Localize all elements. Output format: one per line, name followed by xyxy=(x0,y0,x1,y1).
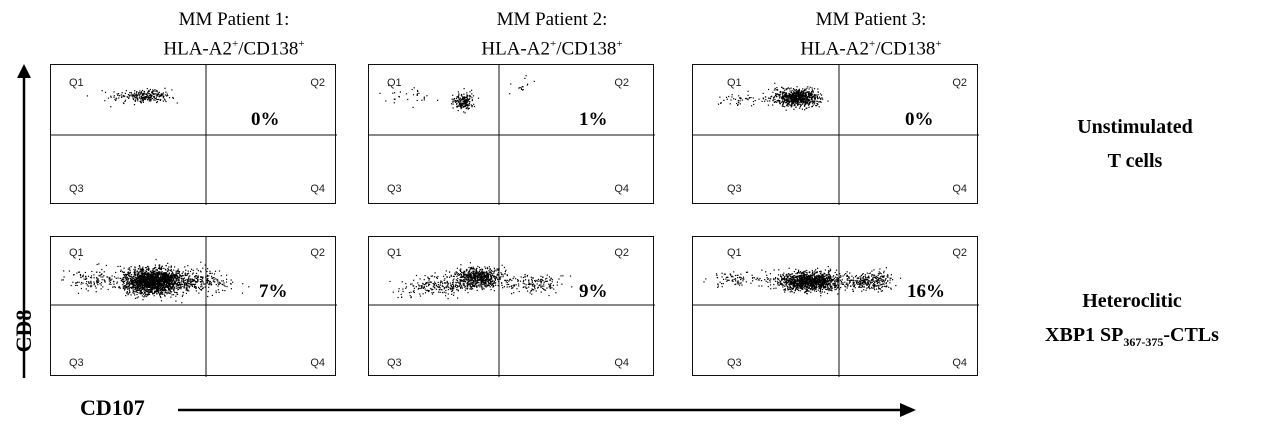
flow-plot-patient1-heteroclitic: Q1 Q2 Q3 Q4 7% xyxy=(50,236,337,377)
row-label-heteroclitic-line1: Heteroclitic xyxy=(1082,290,1182,312)
flow-plot-patient2-unstimulated: Q1 Q2 Q3 Q4 1% xyxy=(368,64,655,205)
quadrant-label-q4: Q4 xyxy=(310,183,325,195)
column-title-3-subtitle: HLA-A2+/CD138+ xyxy=(800,38,942,60)
quadrant-label-q2: Q2 xyxy=(952,247,967,259)
column-title-1-name: MM Patient 1: xyxy=(178,9,290,30)
q2-percentage: 7% xyxy=(259,281,288,302)
x-axis-arrow xyxy=(178,403,916,417)
quadrant-label-q2: Q2 xyxy=(952,77,967,89)
q2-percentage: 9% xyxy=(579,281,608,302)
quadrant-label-q3: Q3 xyxy=(727,183,742,195)
flow-plot-patient2-heteroclitic: Q1 Q2 Q3 Q4 9% xyxy=(368,236,655,377)
column-title-3-name: MM Patient 3: xyxy=(815,9,927,30)
quadrant-label-q1: Q1 xyxy=(727,247,742,259)
scatter-dots xyxy=(51,65,337,205)
column-title-2-subtitle: HLA-A2+/CD138+ xyxy=(481,38,623,60)
column-title-3: MM Patient 3: HLA-A2+/CD138+ xyxy=(751,8,991,61)
quadrant-label-q3: Q3 xyxy=(69,183,84,195)
quadrant-label-q1: Q1 xyxy=(69,77,84,89)
dot-cloud xyxy=(379,75,535,114)
quadrant-label-q3: Q3 xyxy=(727,357,742,369)
quadrant-label-q1: Q1 xyxy=(387,247,402,259)
dot-cloud xyxy=(61,258,250,304)
quadrant-label-q3: Q3 xyxy=(387,357,402,369)
quadrant-label-q1: Q1 xyxy=(727,77,742,89)
dot-cloud xyxy=(389,262,573,300)
y-axis-arrow xyxy=(17,64,31,378)
quadrant-label-q2: Q2 xyxy=(614,247,629,259)
q2-percentage: 0% xyxy=(251,109,280,130)
dot-cloud xyxy=(86,87,178,108)
row-label-heteroclitic: Heteroclitic XBP1 SP367-375-CTLs xyxy=(1000,284,1264,359)
row-label-unstimulated-line2: T cells xyxy=(1107,150,1163,172)
dot-cloud xyxy=(717,82,829,111)
flow-plot-patient1-unstimulated: Q1 Q2 Q3 Q4 0% xyxy=(50,64,337,205)
quadrant-label-q1: Q1 xyxy=(387,77,402,89)
quadrant-label-q2: Q2 xyxy=(614,77,629,89)
column-title-2: MM Patient 2: HLA-A2+/CD138+ xyxy=(432,8,672,61)
quadrant-label-q4: Q4 xyxy=(952,183,967,195)
scatter-dots xyxy=(369,65,655,205)
q2-percentage: 16% xyxy=(907,281,945,302)
quadrant-label-q4: Q4 xyxy=(614,183,629,195)
flow-plot-patient3-heteroclitic: Q1 Q2 Q3 Q4 16% xyxy=(692,236,979,377)
q2-percentage: 0% xyxy=(905,109,934,130)
row-label-unstimulated: Unstimulated T cells xyxy=(1030,110,1240,178)
dot-cloud xyxy=(703,266,902,297)
column-title-1: MM Patient 1: HLA-A2+/CD138+ xyxy=(114,8,354,61)
scatter-dots xyxy=(693,237,979,377)
q2-percentage: 1% xyxy=(579,109,608,130)
quadrant-label-q3: Q3 xyxy=(69,357,84,369)
row-label-unstimulated-line1: Unstimulated xyxy=(1077,116,1193,138)
column-title-1-subtitle: HLA-A2+/CD138+ xyxy=(163,38,305,60)
quadrant-label-q2: Q2 xyxy=(310,247,325,259)
y-axis-label: CD8 xyxy=(11,309,36,353)
quadrant-label-q4: Q4 xyxy=(952,357,967,369)
column-title-2-name: MM Patient 2: xyxy=(496,9,608,30)
quadrant-label-q1: Q1 xyxy=(69,247,84,259)
quadrant-label-q2: Q2 xyxy=(310,77,325,89)
quadrant-label-q4: Q4 xyxy=(310,357,325,369)
scatter-dots xyxy=(369,237,655,377)
scatter-dots xyxy=(693,65,979,205)
flow-plot-patient3-unstimulated: Q1 Q2 Q3 Q4 0% xyxy=(692,64,979,205)
scatter-dots xyxy=(51,237,337,377)
x-axis-label: CD107 xyxy=(80,395,145,420)
quadrant-label-q3: Q3 xyxy=(387,183,402,195)
quadrant-label-q4: Q4 xyxy=(614,357,629,369)
row-label-heteroclitic-line2: XBP1 SP367-375-CTLs xyxy=(1045,324,1219,349)
